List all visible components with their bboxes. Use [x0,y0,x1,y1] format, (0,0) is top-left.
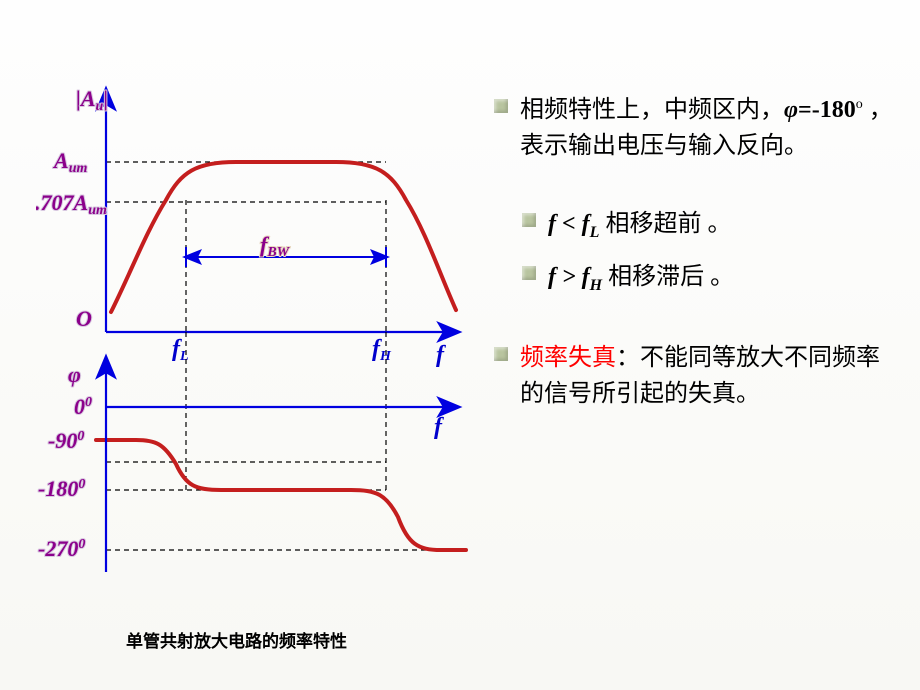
phase-0-label: 00 [74,394,92,419]
bullet-icon [522,266,536,280]
origin-label: O [76,306,92,331]
bullet-3: 频率失真：不能同等放大不同频率的信号所引起的失真。 [494,340,894,412]
x-axis-label-f2: f [434,414,444,440]
bullet-icon [494,347,508,361]
x-axis-label-f1: f [436,342,446,368]
a707-label: 0.707Aum [36,190,107,218]
fH-label: fH [372,336,392,364]
phase-270-label: -2700 [38,536,85,561]
y-axis-label-magnitude: |Au| [76,86,108,114]
phase-180-label: -1800 [38,476,85,501]
para-3: 频率失真：不能同等放大不同频率的信号所引起的失真。 [520,340,894,412]
bullet-1: 相频特性上，中频区内，φ=-180o ，表示输出电压与输入反向。 [494,92,894,164]
fbw-label: fBW [260,232,291,260]
para-1: 相频特性上，中频区内，φ=-180o ，表示输出电压与输入反向。 [520,92,894,164]
para-2a: f < fL 相移超前 。 [548,206,731,245]
bullet-2a: f < fL 相移超前 。 [522,206,894,245]
bullet-icon [494,99,508,113]
aum-label: Aum [52,148,87,176]
bullet-2b: f > fH 相移滞后 。 [522,259,894,298]
charts-svg: |Au| Aum 0.707Aum O fL fH f fBW φ 00 -90… [36,72,476,592]
phi-label: φ [68,362,81,387]
para-2b: f > fH 相移滞后 。 [548,259,734,298]
bullet-icon [522,213,536,227]
text-explanation: 相频特性上，中频区内，φ=-180o ，表示输出电压与输入反向。 f < fL … [494,92,894,426]
frequency-response-charts: |Au| Aum 0.707Aum O fL fH f fBW φ 00 -90… [36,72,476,632]
phase-90-label: -900 [48,428,84,453]
chart-caption: 单管共射放大电路的频率特性 [126,627,347,652]
